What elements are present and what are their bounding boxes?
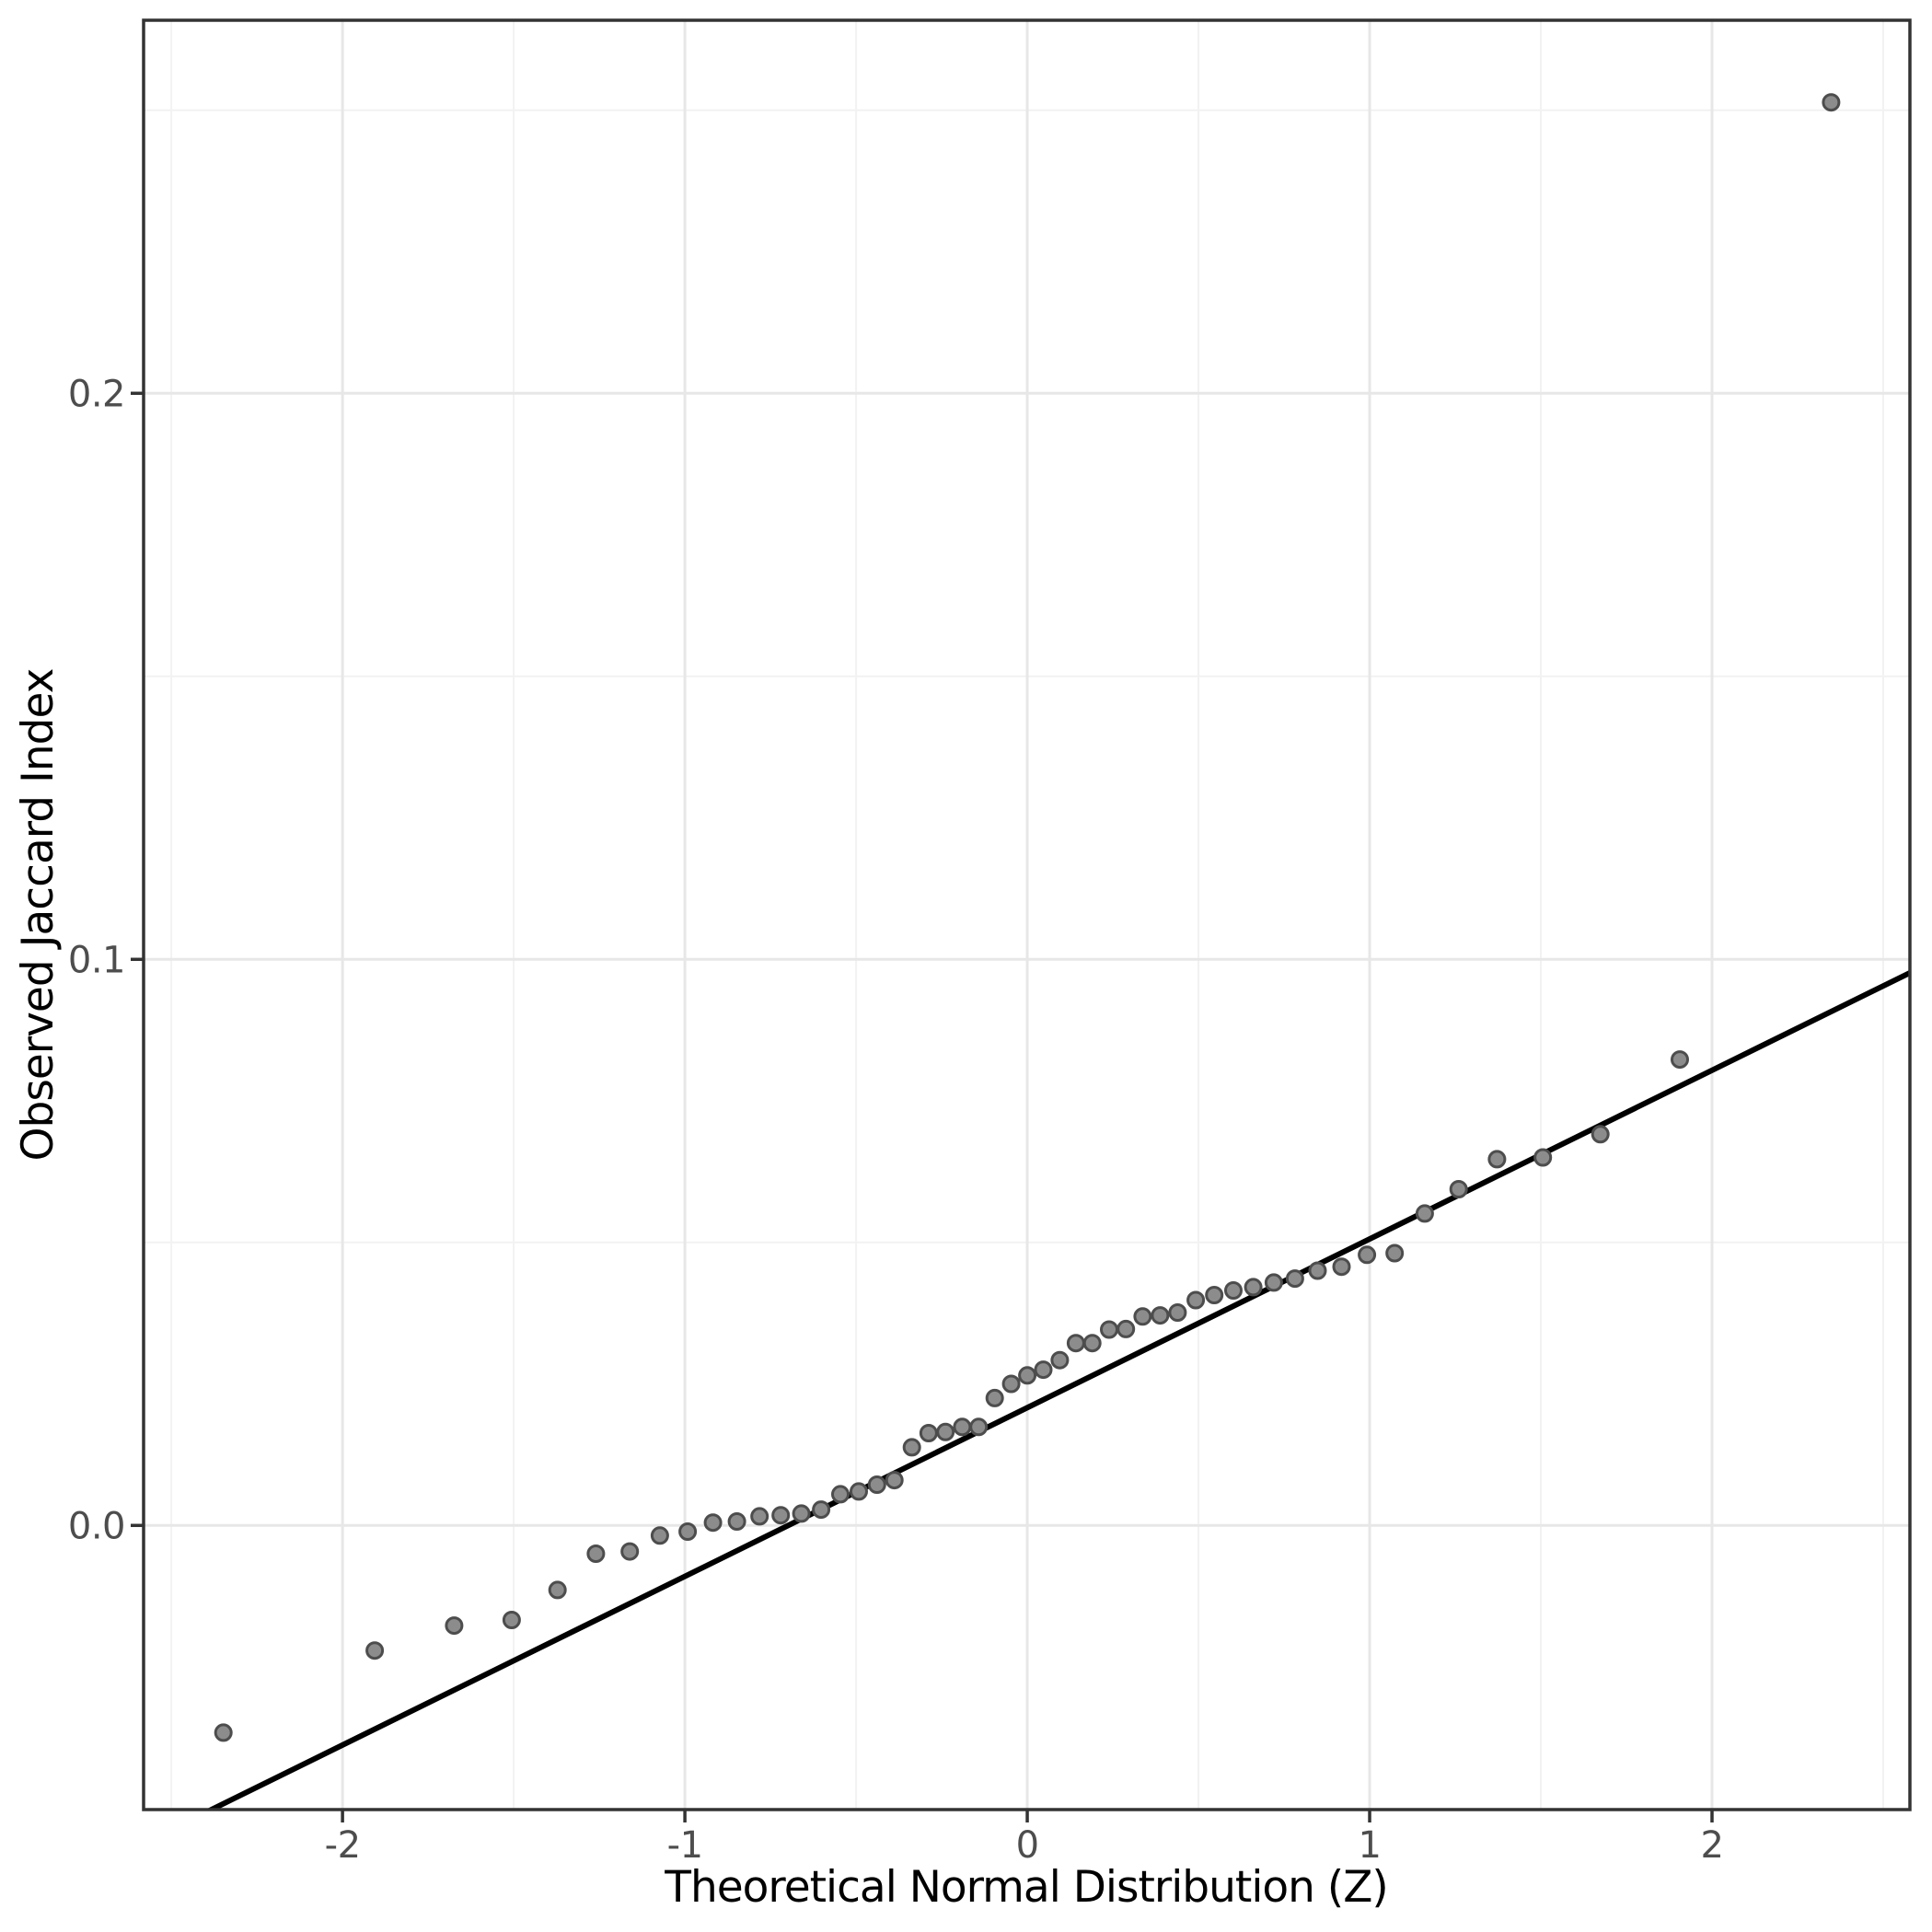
data-point [445, 1616, 464, 1636]
y-axis-tick-label: 0.1 [68, 939, 125, 981]
data-point [867, 1475, 886, 1494]
data-point [771, 1506, 791, 1525]
data-point [985, 1388, 1004, 1407]
data-point [1671, 1050, 1689, 1070]
data-point [1205, 1286, 1224, 1304]
data-point [1018, 1366, 1037, 1385]
data-point [1415, 1204, 1434, 1223]
data-point [936, 1422, 955, 1441]
data-point [703, 1513, 723, 1533]
y-axis-title: Observed Jaccard Index [13, 668, 64, 1161]
data-point [1168, 1303, 1187, 1322]
data-point [1050, 1350, 1070, 1370]
data-point [1224, 1281, 1243, 1300]
data-point [902, 1438, 921, 1457]
data-point [1186, 1290, 1206, 1310]
data-point [1034, 1360, 1053, 1380]
data-point [831, 1485, 850, 1504]
data-point [586, 1544, 606, 1563]
data-point [365, 1641, 385, 1660]
x-axis-tick-label: -2 [325, 1824, 361, 1867]
data-point [953, 1417, 972, 1437]
data-point [969, 1417, 989, 1437]
data-point [1533, 1148, 1553, 1167]
x-axis-tick-label: 0 [1016, 1824, 1039, 1867]
data-point [1285, 1269, 1304, 1289]
reference-line-layer [205, 970, 1910, 1810]
data-point [727, 1512, 746, 1531]
gridlines-major [144, 20, 1910, 1810]
x-axis-tick-label: -1 [667, 1824, 703, 1867]
data-point [1308, 1261, 1327, 1280]
x-axis-tick-labels: -2 -1 0 1 2 [325, 1824, 1724, 1867]
data-point [1358, 1245, 1377, 1265]
data-point [1244, 1278, 1263, 1297]
y-axis-tick-label: 0.2 [68, 373, 125, 415]
data-point [885, 1471, 904, 1490]
axis-tick-marks [131, 391, 1714, 1822]
data-point [1066, 1334, 1085, 1353]
data-point [1001, 1374, 1021, 1394]
qq-reference-line [205, 970, 1910, 1810]
data-point [548, 1580, 567, 1600]
x-axis-title: Theoretical Normal Distribution (Z) [664, 1862, 1388, 1913]
data-point [1100, 1320, 1118, 1339]
data-point [792, 1504, 811, 1523]
x-axis-tick-label: 1 [1359, 1824, 1382, 1867]
data-point [1116, 1319, 1136, 1338]
data-point [1264, 1273, 1283, 1292]
data-point [678, 1522, 698, 1541]
data-point [214, 1723, 233, 1742]
data-point [502, 1611, 521, 1629]
data-points [214, 93, 1841, 1742]
y-axis-tick-label: 0.0 [68, 1505, 125, 1547]
data-point [1591, 1125, 1610, 1144]
data-point [1332, 1257, 1351, 1277]
data-point [919, 1424, 938, 1442]
data-point [1133, 1307, 1152, 1326]
data-point [850, 1482, 868, 1501]
data-point [812, 1500, 831, 1520]
data-point [620, 1542, 640, 1561]
data-point [1385, 1244, 1405, 1263]
data-point [1449, 1180, 1468, 1198]
data-point [1822, 93, 1841, 112]
x-axis-tick-label: 2 [1701, 1824, 1724, 1867]
data-point [1487, 1150, 1507, 1169]
data-point [1151, 1306, 1170, 1325]
data-point [650, 1526, 669, 1545]
data-point [1082, 1334, 1102, 1353]
data-point [750, 1507, 769, 1526]
y-axis-tick-labels: 0.0 0.1 0.2 [68, 373, 126, 1547]
